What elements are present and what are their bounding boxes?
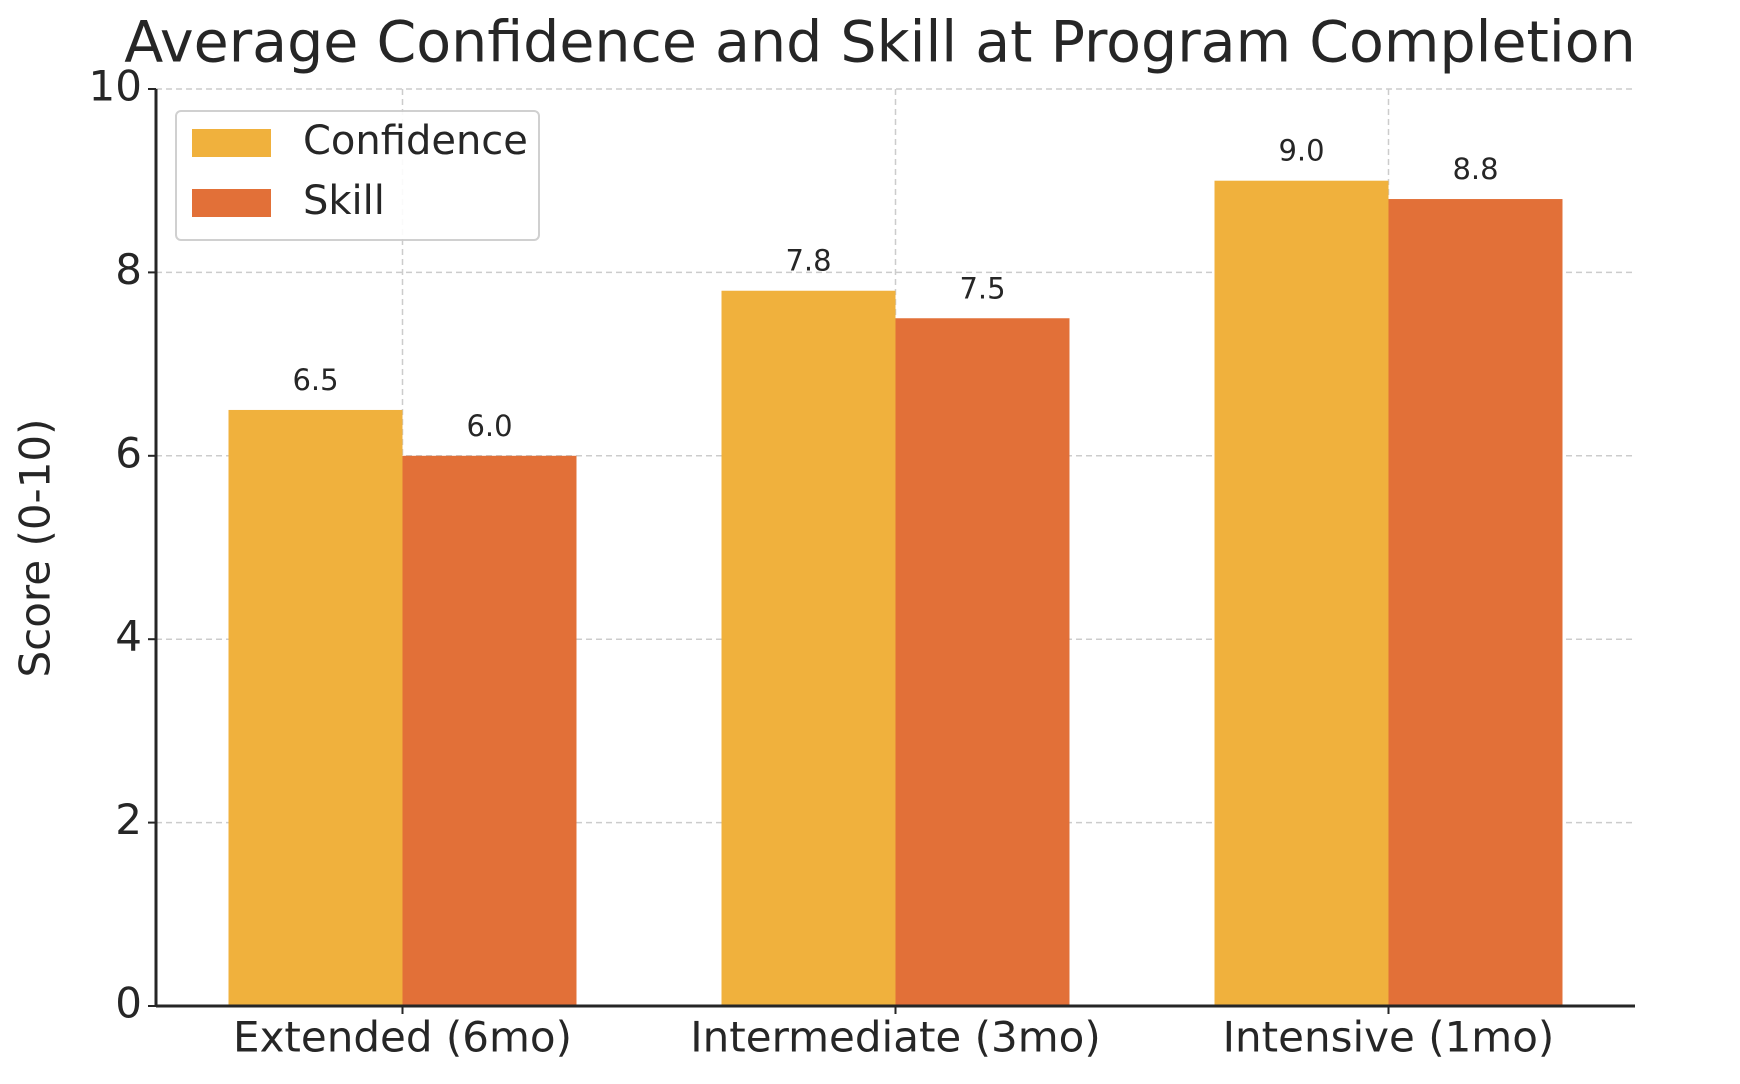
y-tick-label: 0 [115, 979, 142, 1028]
bar [228, 409, 403, 1006]
value-label: 6.5 [292, 363, 338, 397]
x-tick-label: Intermediate (3mo) [690, 1013, 1100, 1062]
bar [895, 318, 1070, 1006]
legend-label: Skill [303, 178, 385, 224]
y-tick-label: 10 [89, 62, 142, 111]
y-axis-label: Score (0-10) [11, 418, 60, 677]
x-tick-label: Extended (6mo) [233, 1013, 572, 1062]
value-label: 7.5 [959, 271, 1005, 305]
value-label: 7.8 [785, 244, 831, 278]
legend-swatch [192, 189, 271, 217]
y-tick-label: 6 [115, 428, 142, 477]
value-label: 9.0 [1278, 134, 1324, 168]
bar [402, 455, 577, 1006]
value-label: 6.0 [466, 409, 512, 443]
y-tick-label: 4 [115, 612, 142, 661]
legend-label: Confidence [303, 118, 528, 164]
y-tick-label: 2 [115, 795, 142, 844]
y-tick-label: 8 [115, 245, 142, 294]
bar [721, 290, 896, 1006]
chart-title: Average Confidence and Skill at Program … [124, 10, 1635, 76]
legend-swatch [192, 129, 271, 157]
x-tick-label: Intensive (1mo) [1223, 1013, 1555, 1062]
bar [1214, 180, 1389, 1006]
value-label: 8.8 [1452, 152, 1498, 186]
bar [1388, 199, 1563, 1007]
